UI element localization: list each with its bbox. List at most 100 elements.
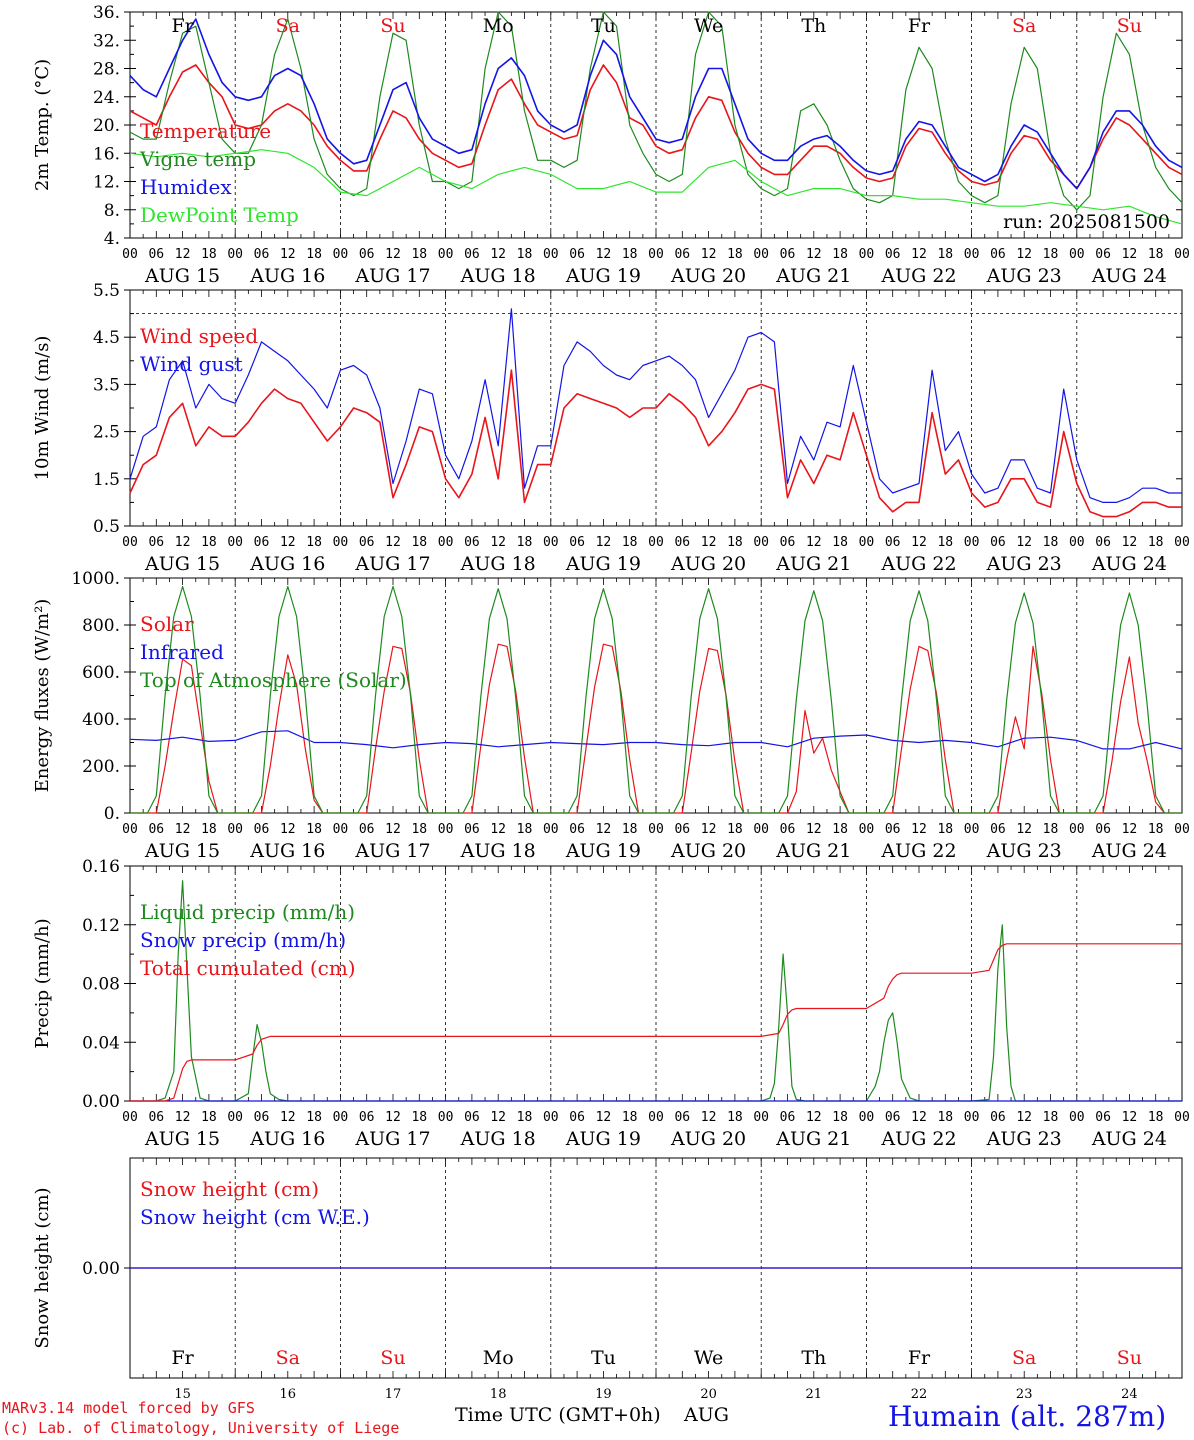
x-hour-label: 00 [227,822,243,837]
x-hour-label: 18 [727,535,743,550]
series-line-top-of-atmosphere-solar- [130,585,1182,814]
x-date-label: AUG 22 [880,1128,956,1150]
x-hour-label: 18 [622,1110,638,1125]
weekday-label: Su [1117,1347,1142,1369]
x-hour-label: 00 [543,247,559,262]
y-tick-label: 1.5 [93,470,120,490]
x-date-label: AUG 15 [144,553,220,575]
weekday-label: Sa [276,1347,300,1369]
x-hour-label: 00 [648,247,664,262]
x-hour-label: 18 [727,247,743,262]
x-hour-label: 12 [1122,247,1138,262]
x-hour-label: 12 [280,1110,296,1125]
x-hour-label: 12 [385,1110,401,1125]
x-date-label: AUG 15 [144,1128,220,1150]
x-day-number: 21 [806,1387,823,1402]
x-hour-label: 18 [1148,822,1164,837]
x-hour-label: 12 [490,247,506,262]
x-hour-label: 00 [333,247,349,262]
x-hour-label: 06 [780,247,796,262]
legend-entry: Solar [140,612,194,636]
x-day-number: 19 [595,1387,612,1402]
x-hour-label: 06 [780,535,796,550]
x-date-label: AUG 24 [1091,840,1167,862]
x-date-label: AUG 23 [986,1128,1062,1150]
x-hour-label: 06 [359,1110,375,1125]
x-hour-label: 06 [569,247,585,262]
x-hour-label: 00 [753,1110,769,1125]
series-line-temperature [129,64,1183,190]
x-date-label: AUG 21 [775,1128,851,1150]
x-hour-label: 00 [753,535,769,550]
y-tick-label: 0.00 [82,1092,120,1112]
series-line-liquid-precip-mm-h- [130,880,1182,1102]
x-hour-label: 12 [280,247,296,262]
x-hour-label: 00 [438,535,454,550]
x-hour-label: 12 [1122,1110,1138,1125]
x-hour-label: 12 [806,535,822,550]
x-date-label: AUG 24 [1091,265,1167,287]
legend-entry: Snow height (cm) [140,1177,319,1201]
x-date-label: AUG 17 [354,1128,430,1150]
x-hour-label: 06 [885,247,901,262]
x-hour-label: 18 [517,1110,533,1125]
weekday-label: Fr [171,15,194,37]
x-hour-label: 12 [490,535,506,550]
x-date-label: AUG 18 [460,553,536,575]
x-hour-label: 12 [701,247,717,262]
x-hour-label: 12 [1016,535,1032,550]
x-hour-label: 12 [490,822,506,837]
run-annotation: run: 2025081500 [1003,211,1170,233]
x-date-label: AUG 23 [986,840,1062,862]
x-hour-label: 18 [517,822,533,837]
legend-entry: Total cumulated (cm) [140,956,356,980]
x-hour-label: 00 [333,822,349,837]
x-hour-label: 18 [201,247,217,262]
x-hour-label: 12 [385,822,401,837]
y-tick-label: 2.5 [93,423,120,443]
x-hour-label: 00 [438,247,454,262]
x-hour-label: 12 [175,535,191,550]
x-hour-label: 18 [832,535,848,550]
x-hour-label: 00 [859,1110,875,1125]
x-hour-label: 18 [517,247,533,262]
x-hour-label: 06 [885,535,901,550]
x-hour-label: 18 [517,535,533,550]
x-hour-label: 00 [333,535,349,550]
x-hour-label: 00 [648,1110,664,1125]
x-hour-label: 00 [438,1110,454,1125]
x-date-label: AUG 19 [565,1128,641,1150]
x-hour-label: 18 [411,822,427,837]
x-hour-label: 12 [1016,1110,1032,1125]
x-hour-label: 00 [859,247,875,262]
x-date-label: AUG 15 [144,840,220,862]
x-date-label: AUG 17 [354,265,430,287]
weekday-label: Fr [908,1347,931,1369]
x-date-label: AUG 21 [775,840,851,862]
x-hour-label: 06 [780,822,796,837]
x-hour-label: 12 [596,1110,612,1125]
x-hour-label: 12 [806,1110,822,1125]
legend-entry: Humidex [140,175,232,199]
x-hour-label: 18 [411,535,427,550]
x-day-number: 16 [280,1387,297,1402]
x-date-label: AUG 19 [565,840,641,862]
x-date-label: AUG 22 [880,265,956,287]
x-hour-label: 00 [753,822,769,837]
x-hour-label: 00 [859,822,875,837]
x-date-label: AUG 22 [880,840,956,862]
weekday-label: Fr [171,1347,194,1369]
legend-entry: Snow precip (mm/h) [140,928,346,952]
x-hour-label: 18 [201,1110,217,1125]
station-title: Humain (alt. 287m) [888,1400,1167,1433]
x-hour-label: 00 [543,1110,559,1125]
x-date-label: AUG 18 [460,840,536,862]
x-hour-label: 06 [359,247,375,262]
x-hour-label: 06 [569,1110,585,1125]
series-line-humidex [129,18,1183,190]
x-hour-label: 06 [990,1110,1006,1125]
x-hour-label: 18 [937,535,953,550]
x-hour-label: 00 [227,1110,243,1125]
weekday-label: We [694,1347,723,1369]
